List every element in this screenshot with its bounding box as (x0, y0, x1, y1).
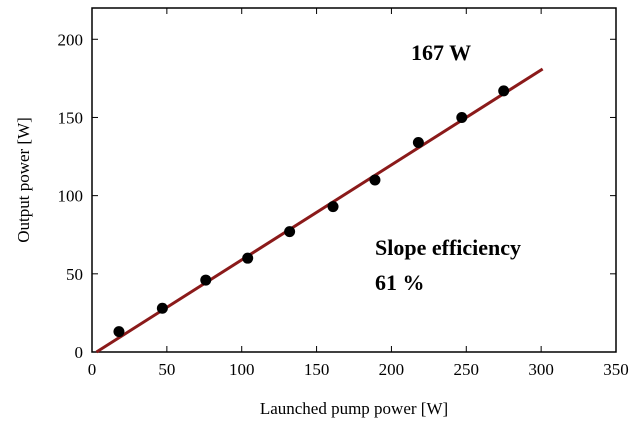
data-point (369, 174, 381, 186)
x-tick-label: 100 (229, 360, 255, 379)
data-point (327, 201, 339, 213)
data-point (284, 226, 296, 238)
x-axis-title: Launched pump power [W] (260, 399, 448, 418)
x-tick-label: 350 (603, 360, 629, 379)
data-point (200, 274, 212, 286)
fit-line-layer (95, 67, 544, 354)
x-tick-label: 200 (379, 360, 405, 379)
max-power-annotation: 167 W (411, 40, 471, 65)
data-point (113, 326, 125, 338)
slope-efficiency-value: 61 % (375, 270, 425, 295)
x-tick-label: 150 (304, 360, 330, 379)
x-tick-label: 300 (528, 360, 554, 379)
data-point (412, 136, 424, 148)
y-tick-label: 100 (58, 187, 84, 206)
data-points-layer (113, 85, 510, 338)
x-tick-label: 0 (88, 360, 97, 379)
y-axis-title: Output power [W] (14, 117, 33, 243)
fit-line (95, 67, 544, 354)
y-tick-label: 0 (75, 343, 84, 362)
plot-frame (91, 7, 617, 353)
axis-ticks: 0 50 100 150 200 250 300 350 0 50 100 150 200 (58, 8, 629, 379)
y-tick-label: 50 (66, 265, 83, 284)
slope-efficiency-label: Slope efficiency (375, 235, 521, 260)
data-point (498, 85, 510, 97)
y-tick-label: 150 (58, 108, 84, 127)
data-point (242, 252, 254, 264)
data-point (456, 111, 468, 123)
x-tick-label: 50 (158, 360, 175, 379)
data-point (156, 302, 168, 314)
y-tick-label: 200 (58, 30, 84, 49)
x-tick-label: 250 (454, 360, 480, 379)
